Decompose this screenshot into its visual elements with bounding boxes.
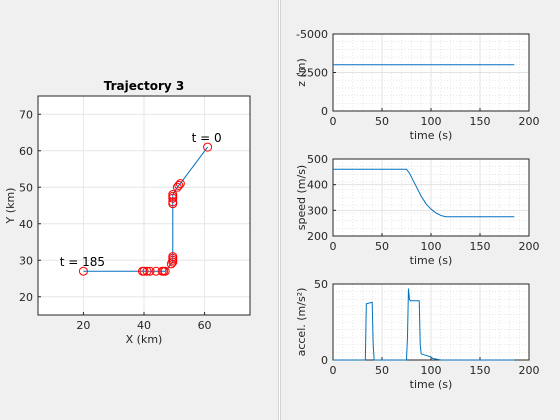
x-tick-label: 100 — [421, 240, 442, 253]
trajectory-marker — [142, 266, 152, 276]
y-tick-label: 60 — [19, 145, 33, 158]
trajectory-marker — [168, 193, 178, 203]
x-tick-label: 40 — [137, 319, 151, 332]
trajectory-marker — [137, 266, 147, 276]
y-tick-label: 40 — [19, 218, 33, 231]
x-tick-label: 60 — [198, 319, 212, 332]
annotation-start: t = 0 — [192, 131, 222, 145]
x-tick-label: 200 — [519, 364, 540, 377]
x-tick-label: 50 — [375, 240, 389, 253]
y-tick-label: -5000 — [296, 28, 328, 41]
y-tick-label: 300 — [307, 204, 328, 217]
right-figure-panel: 0 50 100 150 200 -5000 -2500 0 time (s) z (m) 0 50 1… — [280, 0, 560, 420]
trajectory-chart: 20 40 60 20 30 40 50 60 70 t = 0 t = 185 Trajectory… — [4, 79, 251, 346]
y-tick-label: 200 — [307, 230, 328, 243]
x-axis-label: time (s) — [410, 129, 453, 142]
y-tick-label: 0 — [321, 105, 328, 118]
axes-box — [332, 283, 530, 361]
trajectory-marker — [78, 266, 88, 276]
y-tick-label: 0 — [321, 354, 328, 367]
subplot-3: 0 50 100 150 200 0 50 time (s) accel. (m/s²) — [295, 278, 540, 391]
annotation-end: t = 185 — [60, 255, 105, 269]
y-axis-label: z (m) — [295, 58, 308, 87]
left-figure-panel: 20 40 60 20 30 40 50 60 70 t = 0 t = 185 Trajectory… — [0, 0, 279, 420]
trajectory-marker — [203, 142, 213, 152]
x-tick-label: 200 — [519, 115, 540, 128]
y-axis-label: speed (m/s) — [295, 165, 308, 230]
axes-box — [37, 95, 251, 316]
x-tick-label: 150 — [470, 240, 491, 253]
x-tick-label: 100 — [421, 364, 442, 377]
chart-title: Trajectory 3 — [104, 79, 185, 93]
x-tick-label: 200 — [519, 240, 540, 253]
y-tick-label: 20 — [19, 291, 33, 304]
trajectory-marker — [157, 266, 167, 276]
x-tick-label: 150 — [470, 115, 491, 128]
y-tick-label: 30 — [19, 254, 33, 267]
trajectory-line — [83, 146, 209, 272]
x-tick-label: 100 — [421, 115, 442, 128]
x-tick-label: 50 — [375, 364, 389, 377]
x-tick-label: 20 — [76, 319, 90, 332]
y-axis-label: Y (km) — [4, 188, 17, 225]
y-tick-label: 500 — [307, 153, 328, 166]
x-tick-label: 0 — [330, 240, 337, 253]
x-tick-label: 150 — [470, 364, 491, 377]
x-axis-label: time (s) — [410, 254, 453, 267]
trajectory-marker — [168, 257, 178, 267]
y-tick-label: 50 — [314, 278, 328, 291]
trajectory-marker — [168, 199, 178, 209]
series-line — [333, 288, 515, 361]
trajectory-marker — [174, 180, 184, 190]
subplot-2: 0 50 100 150 200 200 300 400 500 time (s) speed (m… — [295, 153, 540, 267]
axes-box — [332, 33, 530, 112]
x-axis-label: X (km) — [126, 333, 163, 346]
trajectory-marker — [166, 259, 176, 269]
x-tick-label: 50 — [375, 115, 389, 128]
x-tick-label: 0 — [330, 115, 337, 128]
subplot-1: 0 50 100 150 200 -5000 -2500 0 time (s) z (m) — [295, 28, 540, 142]
time-series-charts: 0 50 100 150 200 -5000 -2500 0 time (s) z (m) 0 50 1… — [295, 28, 540, 391]
y-tick-label: 400 — [307, 179, 328, 192]
trajectory-marker — [151, 266, 161, 276]
y-axis-label: accel. (m/s²) — [295, 288, 308, 357]
trajectory-marker — [172, 182, 182, 192]
x-axis-label: time (s) — [410, 378, 453, 391]
y-tick-label: 50 — [19, 181, 33, 194]
y-tick-label: 70 — [19, 108, 33, 121]
x-tick-label: 0 — [330, 364, 337, 377]
axes-box — [332, 158, 530, 237]
series-line — [333, 168, 515, 218]
y-tick-label: -2500 — [296, 67, 328, 80]
